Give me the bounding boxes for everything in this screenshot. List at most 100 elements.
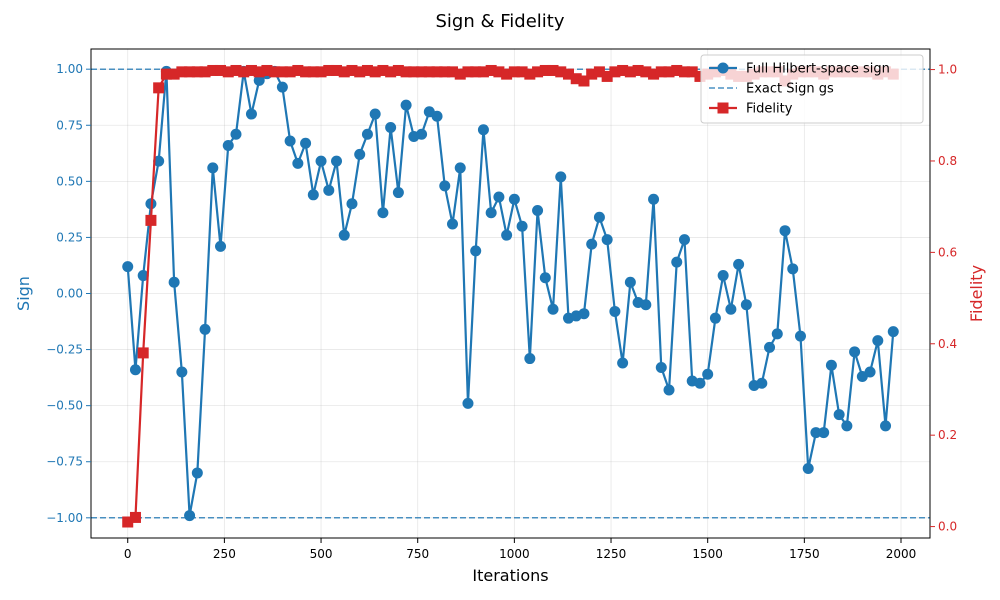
fidelity-point xyxy=(184,66,196,78)
x-tick-label: 500 xyxy=(310,547,333,561)
sign-point xyxy=(702,368,714,380)
fidelity-point xyxy=(555,66,567,78)
fidelity-point xyxy=(655,66,667,78)
sign-point xyxy=(462,397,474,409)
fidelity-point xyxy=(122,516,134,528)
fidelity-point xyxy=(601,70,613,82)
sign-point xyxy=(439,180,451,192)
fidelity-point xyxy=(470,66,482,78)
sign-point xyxy=(532,205,544,217)
fidelity-point xyxy=(617,64,629,76)
y-left-tick-label: 1.00 xyxy=(56,62,83,76)
sign-point xyxy=(385,122,397,134)
sign-point xyxy=(794,330,806,342)
legend-label: Full Hilbert-space sign xyxy=(746,62,890,77)
fidelity-point xyxy=(369,66,381,78)
sign-point xyxy=(694,377,706,389)
sign-point xyxy=(485,207,497,219)
fidelity-point xyxy=(431,66,443,78)
fidelity-point xyxy=(678,66,690,78)
sign-point xyxy=(841,420,853,432)
sign-point xyxy=(338,229,350,241)
fidelity-point xyxy=(400,66,412,78)
sign-point xyxy=(671,256,683,268)
y-right-tick-label: 0.4 xyxy=(938,337,957,351)
fidelity-point xyxy=(361,64,373,76)
axes: 0 250 500 750 1000 1250 1500 1750 2000 −1.00 −0.75… xyxy=(46,62,957,561)
sign-point xyxy=(539,272,551,284)
x-tick-label: 2000 xyxy=(886,547,917,561)
y-left-tick-label: −0.25 xyxy=(46,343,83,357)
sign-point xyxy=(176,366,188,378)
fidelity-point xyxy=(377,64,389,76)
sign-point xyxy=(771,328,783,340)
fidelity-point xyxy=(624,66,636,78)
sign-point xyxy=(400,99,412,111)
sign-point xyxy=(431,110,443,122)
fidelity-point xyxy=(516,66,528,78)
sign-point xyxy=(593,211,605,223)
sign-point xyxy=(640,299,652,311)
sign-point xyxy=(184,510,196,522)
sign-point xyxy=(524,353,536,365)
fidelity-point xyxy=(315,66,327,78)
fidelity-point xyxy=(168,68,180,80)
sign-point xyxy=(354,148,366,160)
fidelity-point xyxy=(593,66,605,78)
fidelity-point xyxy=(129,511,141,523)
sign-point xyxy=(477,124,489,136)
sign-point xyxy=(756,377,768,389)
sign-point xyxy=(648,193,660,205)
fidelity-point xyxy=(686,66,698,78)
sign-point xyxy=(501,229,513,241)
sign-point xyxy=(586,238,598,250)
sign-point xyxy=(733,258,745,270)
sign-point xyxy=(416,128,428,140)
sign-point xyxy=(392,187,404,199)
sign-point xyxy=(129,364,141,376)
y-right-tick-label: 0.2 xyxy=(938,428,957,442)
fidelity-point xyxy=(385,66,397,78)
sign-point xyxy=(516,220,528,232)
sign-point xyxy=(601,234,613,246)
sign-point xyxy=(284,135,296,147)
fidelity-point xyxy=(292,64,304,76)
legend-label: Exact Sign gs xyxy=(746,82,834,97)
sign-point xyxy=(655,362,667,374)
sign-point xyxy=(470,245,482,257)
x-tick-label: 1750 xyxy=(789,547,820,561)
sign-point xyxy=(137,270,149,282)
fidelity-point xyxy=(346,64,358,76)
sign-point xyxy=(493,191,505,203)
sign-point xyxy=(624,276,636,288)
sign-point xyxy=(709,312,721,324)
x-axis-label: Iterations xyxy=(472,566,548,585)
fidelity-point xyxy=(640,66,652,78)
y-left-tick-label: 0.75 xyxy=(56,118,83,132)
y-axis-label-left: Sign xyxy=(14,276,33,311)
sign-point xyxy=(663,384,675,396)
fidelity-point xyxy=(137,347,149,359)
fidelity-point xyxy=(694,70,706,82)
fidelity-point xyxy=(547,64,559,76)
fidelity-point xyxy=(485,64,497,76)
y-left-tick-label: −1.00 xyxy=(46,511,83,525)
fidelity-point xyxy=(532,66,544,78)
sign-point xyxy=(377,207,389,219)
fidelity-point xyxy=(663,66,675,78)
sign-point xyxy=(168,276,180,288)
sign-point xyxy=(787,263,799,275)
fidelity-point xyxy=(632,64,644,76)
legend-fidelity-marker xyxy=(717,102,729,114)
sign-point xyxy=(315,155,327,167)
y-right-tick-label: 1.0 xyxy=(938,63,957,77)
fidelity-point xyxy=(609,66,621,78)
sign-point xyxy=(825,359,837,371)
fidelity-point xyxy=(493,66,505,78)
sign-point xyxy=(717,270,729,282)
fidelity-point xyxy=(439,66,451,78)
fidelity-point xyxy=(245,64,257,76)
sign-point xyxy=(880,420,892,432)
legend-sign-marker xyxy=(717,62,729,74)
sign-point xyxy=(833,409,845,421)
